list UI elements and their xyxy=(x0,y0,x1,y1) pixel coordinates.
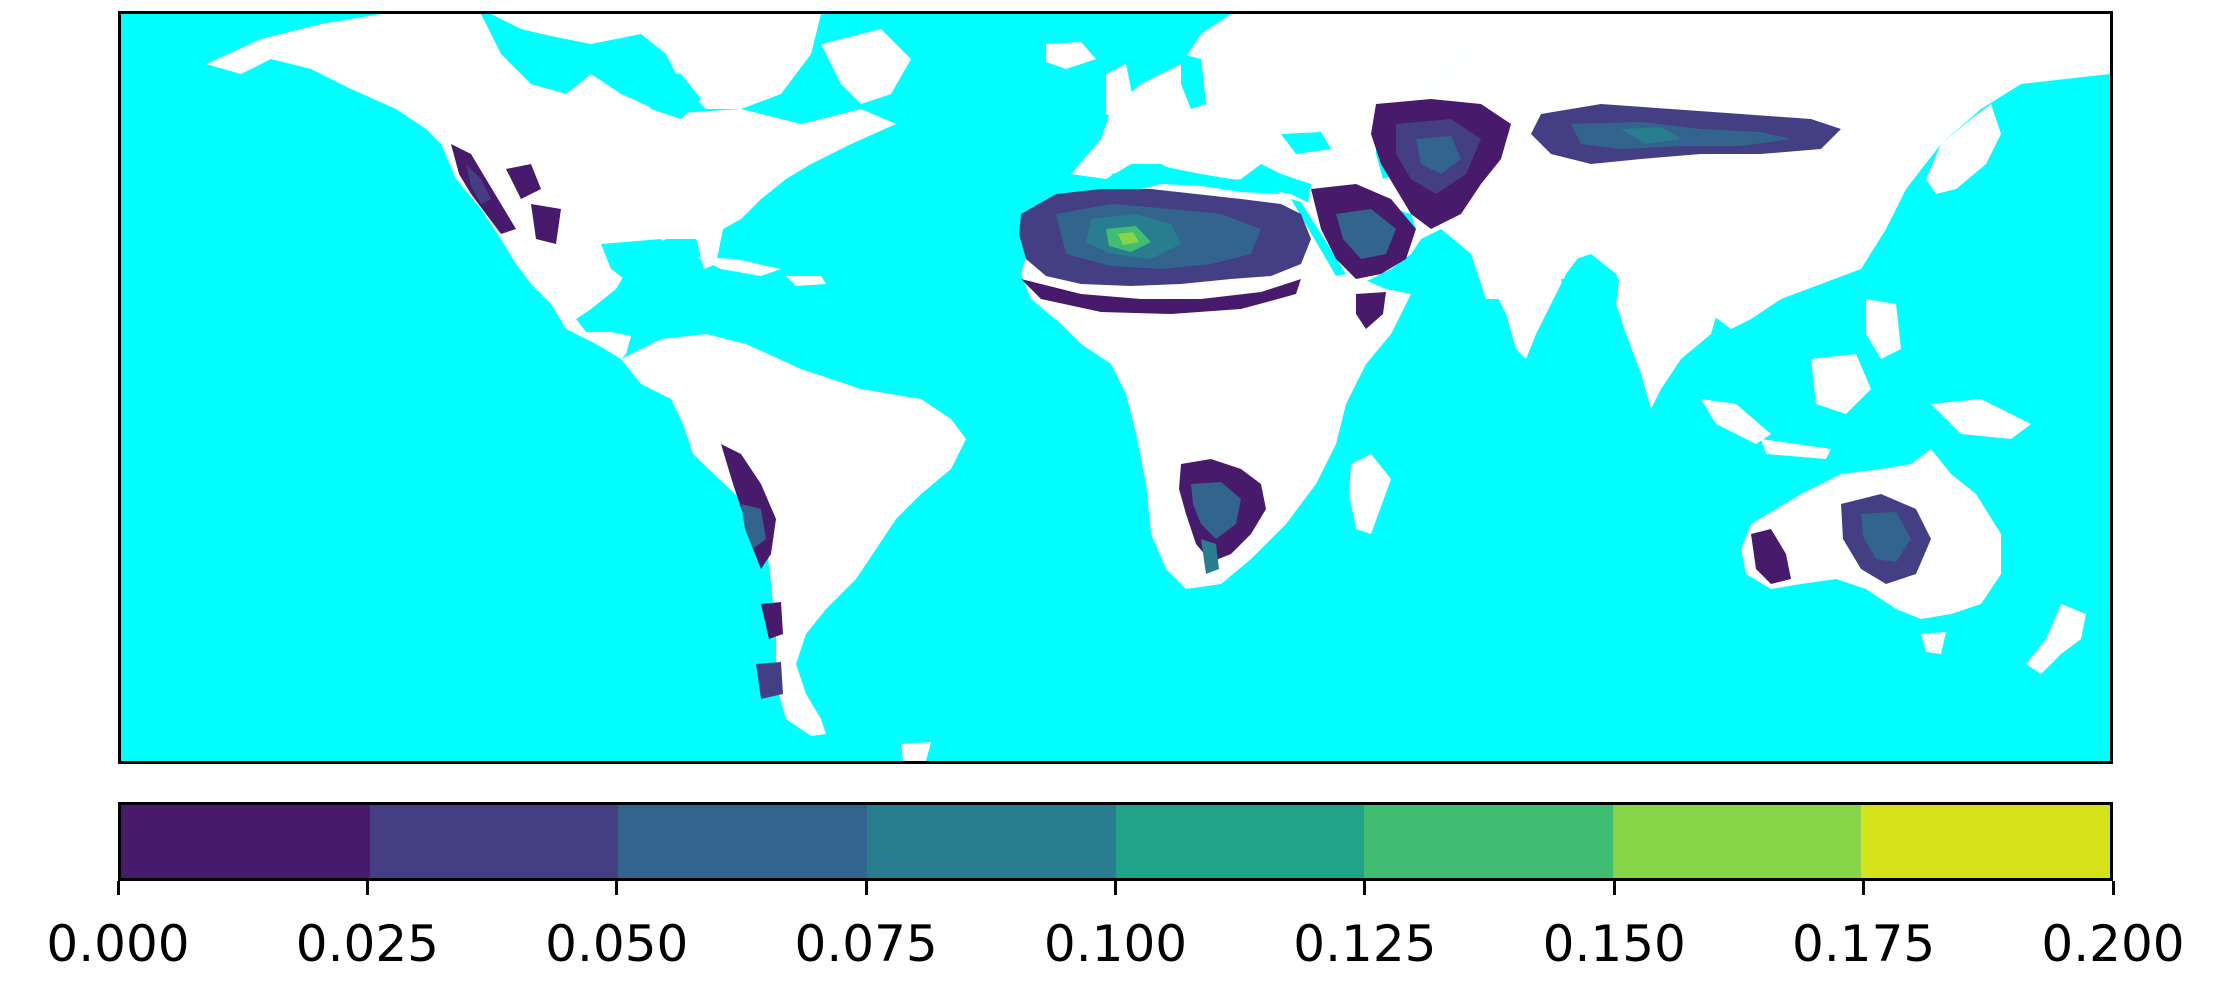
colorbar-tick-label-6: 0.150 xyxy=(1542,915,1686,973)
inland-seas xyxy=(601,54,1621,354)
colorbar-tick-label-8: 0.200 xyxy=(2041,915,2185,973)
colorbar-tick-7 xyxy=(1862,881,1866,895)
region-sw-north-america-south xyxy=(531,204,561,244)
region-kalahari-inner xyxy=(1191,482,1241,539)
land-antarctic-peninsula xyxy=(901,742,931,761)
sea-red-sea xyxy=(1291,199,1346,276)
colorbar-tick-label-7: 0.175 xyxy=(1792,915,1936,973)
colorbar-bin-5 xyxy=(1364,805,1613,878)
land-new-guinea xyxy=(1931,399,2031,439)
region-arabia-inner xyxy=(1336,209,1396,259)
colorbar-bin-6 xyxy=(1612,805,1862,878)
sea-gulf-of-mexico xyxy=(601,239,681,284)
region-central-australia-inner xyxy=(1861,512,1911,562)
land-europe xyxy=(1071,14,1501,184)
colorbar-bin-1 xyxy=(369,805,619,878)
region-patagonia-south xyxy=(756,662,783,699)
colorbar-tick-8 xyxy=(2111,881,2115,895)
land-baffin xyxy=(821,29,911,104)
sea-bay-of-bengal xyxy=(1561,279,1621,354)
region-central-asia-mid xyxy=(1416,136,1461,174)
colorbar-bin-0 xyxy=(121,805,370,878)
land-new-zealand xyxy=(2026,604,2086,674)
land-indochina xyxy=(1616,264,1721,409)
colorbar-tick-5 xyxy=(1363,881,1367,895)
colorbar-tick-0 xyxy=(116,881,120,895)
colorbar-tick-6 xyxy=(1612,881,1616,895)
land-uk xyxy=(1106,64,1133,119)
colorbar-tick-2 xyxy=(615,881,619,895)
land-philippines xyxy=(1866,299,1901,359)
land-north-america xyxy=(206,14,896,359)
colorbar-ticks: 0.000 0.025 0.050 0.075 0.100 0.125 0.150 0.175… xyxy=(46,881,2185,1001)
land-cuba xyxy=(696,257,781,276)
region-horn-of-africa xyxy=(1356,292,1386,329)
colorbar-bin-3 xyxy=(866,805,1116,878)
data-overlay xyxy=(451,99,1931,699)
land-arctic-islands xyxy=(681,14,761,49)
sea-black-sea xyxy=(1281,132,1331,154)
land-japan xyxy=(1926,104,2001,194)
world-map xyxy=(118,11,2113,764)
colorbar-tick-label-5: 0.125 xyxy=(1293,915,1437,973)
region-sw-north-america-inner xyxy=(466,164,491,204)
land-java xyxy=(1761,439,1831,459)
land-sumatra xyxy=(1701,399,1771,444)
land-iceland xyxy=(1046,42,1096,69)
land-borneo xyxy=(1811,354,1871,414)
sea-mediterranean xyxy=(1111,166,1281,194)
colorbar-bin-4 xyxy=(1115,805,1365,878)
region-sahel-edge xyxy=(1021,279,1301,314)
colorbar-tick-label-1: 0.025 xyxy=(295,915,439,973)
region-patagonia xyxy=(761,602,783,639)
colorbar-tick-4 xyxy=(1114,881,1117,895)
colorbar-tick-label-0: 0.000 xyxy=(46,915,190,973)
colorbar-tick-1 xyxy=(365,881,369,895)
region-sahara-peak xyxy=(1118,232,1139,245)
map-canvas xyxy=(206,14,2110,761)
region-atacama-inner xyxy=(741,504,766,549)
region-namib-coast xyxy=(1201,539,1219,574)
region-western-australia xyxy=(1751,529,1791,584)
region-sw-north-america-east xyxy=(506,164,541,199)
sea-hudson-bay xyxy=(636,69,701,119)
colorbar-tick-3 xyxy=(864,881,868,895)
land-south-america xyxy=(621,334,966,736)
land-asia xyxy=(1231,14,2110,334)
colorbar xyxy=(118,802,2113,881)
colorbar-bin-2 xyxy=(618,805,867,878)
colorbar-tick-label-2: 0.050 xyxy=(545,915,689,973)
colorbar-bin-7 xyxy=(1861,805,2110,878)
region-gobi-core xyxy=(1621,127,1681,144)
colorbar-tick-label-4: 0.100 xyxy=(1043,915,1188,973)
sea-baltic xyxy=(1181,54,1206,109)
land-hispaniola xyxy=(786,276,826,286)
colorbar-tick-label-3: 0.075 xyxy=(794,915,938,973)
land-india xyxy=(1486,229,1581,359)
land-tasmania xyxy=(1921,632,1946,654)
land-madagascar xyxy=(1349,454,1391,534)
